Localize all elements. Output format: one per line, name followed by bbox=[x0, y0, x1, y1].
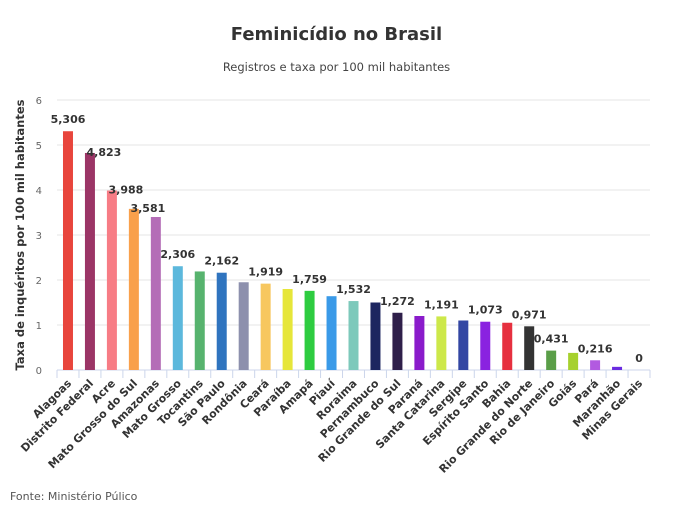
data-label: 2,306 bbox=[160, 248, 195, 261]
data-label: 1,919 bbox=[248, 266, 283, 279]
data-label: 0 bbox=[635, 352, 643, 365]
data-label: 3,581 bbox=[130, 202, 165, 215]
data-label: 2,162 bbox=[204, 255, 239, 268]
bar-acre bbox=[106, 190, 117, 370]
bar-bahia bbox=[502, 322, 513, 370]
data-label: 0,971 bbox=[512, 308, 547, 321]
data-label: 3,988 bbox=[109, 184, 144, 197]
bar-pernambuco bbox=[370, 302, 381, 370]
bar-piauí bbox=[326, 296, 337, 370]
y-tick-label: 0 bbox=[36, 366, 42, 377]
y-tick-label: 1 bbox=[36, 321, 42, 332]
y-tick-label: 5 bbox=[36, 141, 42, 152]
bar-pará bbox=[590, 360, 601, 370]
bar-sergipe bbox=[458, 320, 469, 370]
data-label: 5,306 bbox=[51, 113, 86, 126]
data-label: 4,823 bbox=[87, 146, 122, 159]
y-tick-label: 4 bbox=[36, 186, 42, 197]
data-label: 1,191 bbox=[424, 298, 459, 311]
bar-distrito-federal bbox=[84, 152, 95, 370]
chart-subtitle: Registros e taxa por 100 mil habitantes bbox=[222, 60, 451, 74]
bar-amapá bbox=[304, 290, 315, 370]
y-tick-label: 6 bbox=[36, 96, 42, 107]
source-note: Fonte: Ministério Púlico bbox=[10, 490, 138, 503]
bar-rio-de-janeiro bbox=[546, 350, 557, 370]
bar-rio-grande-do-norte bbox=[524, 326, 535, 370]
bar-santa-catarina bbox=[436, 316, 447, 370]
bar-alagoas bbox=[62, 131, 73, 370]
bar-maranhão bbox=[612, 366, 623, 370]
data-label: 1,272 bbox=[380, 295, 415, 308]
bar-espírito-santo bbox=[480, 321, 491, 370]
y-tick-label: 3 bbox=[36, 231, 42, 242]
bar-paraíba bbox=[282, 289, 293, 370]
bar-ceará bbox=[260, 283, 271, 370]
bar-paraná bbox=[414, 316, 425, 370]
bar-tocantins bbox=[194, 271, 205, 370]
bar-roraima bbox=[348, 301, 359, 370]
bar-são-paulo bbox=[216, 272, 227, 370]
data-label: 0,431 bbox=[534, 333, 569, 346]
data-label: 0,216 bbox=[578, 342, 613, 355]
y-axis-title: Taxa de inquéritos por 100 mil habitante… bbox=[13, 99, 27, 370]
bar-goiás bbox=[568, 352, 579, 370]
bar-rio-grande-do-sul bbox=[392, 312, 403, 370]
data-label: 1,073 bbox=[468, 304, 503, 317]
bar-amazonas bbox=[150, 217, 161, 370]
data-label: 1,532 bbox=[336, 283, 371, 296]
data-label: 1,759 bbox=[292, 273, 327, 286]
bar-rondônia bbox=[238, 282, 249, 370]
chart-title: Feminicídio no Brasil bbox=[230, 24, 443, 45]
bar-mato-grosso-do-sul bbox=[128, 208, 139, 370]
bar-mato-grosso bbox=[172, 266, 183, 370]
y-tick-label: 2 bbox=[36, 276, 42, 287]
